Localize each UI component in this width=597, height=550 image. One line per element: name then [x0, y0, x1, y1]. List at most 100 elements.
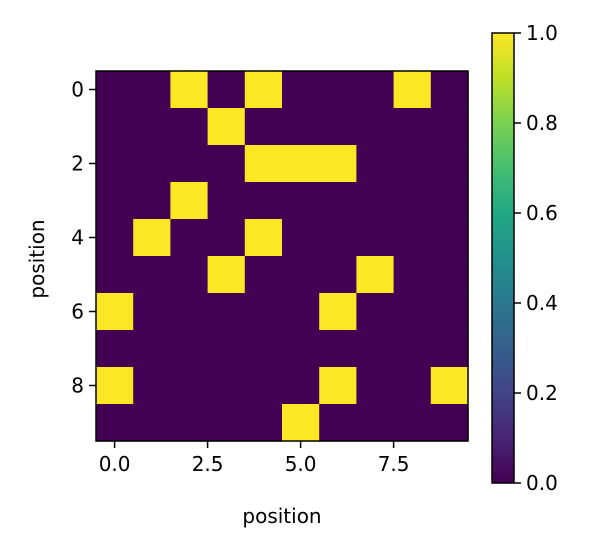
- heatmap-cell: [133, 219, 171, 257]
- colorbar-ticks: 0.0 0.2 0.4 0.6 0.8 1.0: [514, 21, 558, 495]
- heatmap-cell: [170, 404, 209, 442]
- heatmap-cell: [207, 71, 246, 109]
- heatmap-cell: [430, 219, 469, 257]
- heatmap-cell: [430, 256, 469, 294]
- heatmap-cell: [244, 219, 283, 257]
- heatmap-cell: [96, 404, 134, 442]
- heatmap-cell: [244, 182, 283, 220]
- heatmap-cell: [282, 71, 320, 109]
- heatmap-cell: [356, 182, 395, 220]
- heatmap-cell: [133, 71, 171, 109]
- heatmap-cell: [133, 145, 171, 183]
- heatmap-cell: [430, 367, 469, 405]
- heatmap-cell: [207, 145, 246, 183]
- heatmap-cell: [207, 182, 246, 220]
- heatmap-cell: [207, 256, 246, 294]
- heatmap-cell: [170, 367, 209, 405]
- heatmap-cell: [170, 330, 209, 368]
- heatmap-cell: [319, 256, 357, 294]
- heatmap-cell: [319, 367, 357, 405]
- heatmap-cell: [356, 71, 395, 109]
- heatmap-cell: [133, 108, 171, 146]
- heatmap-cell: [170, 219, 209, 257]
- heatmap-cell: [170, 293, 209, 331]
- heatmap-cell: [96, 367, 134, 405]
- colorbar-gradient: [491, 32, 515, 484]
- heatmap-cell: [430, 182, 469, 220]
- y-tick-label: 2: [71, 152, 84, 176]
- heatmap-cell: [393, 367, 432, 405]
- heatmap-cell: [356, 330, 395, 368]
- heatmap-cell: [96, 330, 134, 368]
- y-axis-label: position: [25, 219, 49, 298]
- heatmap-cell: [393, 145, 432, 183]
- colorbar-tick-label: 0.8: [526, 111, 558, 135]
- heatmap-cell: [170, 71, 209, 109]
- heatmap-cell: [207, 404, 246, 442]
- heatmap-cell: [356, 219, 395, 257]
- heatmap-cell: [393, 108, 432, 146]
- colorbar-tick-label: 0.4: [526, 291, 558, 315]
- x-tick-label: 2.5: [192, 452, 224, 476]
- heatmap-cell: [282, 330, 320, 368]
- heatmap-cell: [430, 108, 469, 146]
- heatmap-cell: [319, 330, 357, 368]
- heatmap-cell: [96, 71, 134, 109]
- heatmap-cell: [170, 256, 209, 294]
- heatmap-cell: [96, 293, 134, 331]
- y-tick-label: 0: [71, 78, 84, 102]
- heatmap-cell: [393, 71, 432, 109]
- heatmap-cell: [244, 108, 283, 146]
- heatmap-cell: [96, 219, 134, 257]
- heatmap-cell: [319, 293, 357, 331]
- heatmap-cell: [244, 71, 283, 109]
- x-tick-label: 5.0: [285, 452, 317, 476]
- heatmap-cell: [244, 330, 283, 368]
- heatmap-cell: [207, 293, 246, 331]
- heatmap-cell: [133, 367, 171, 405]
- heatmap-cell: [319, 182, 357, 220]
- heatmap-cell: [282, 367, 320, 405]
- colorbar-tick-label: 1.0: [526, 21, 558, 45]
- y-tick-label: 8: [71, 374, 84, 398]
- heatmap-cell: [133, 293, 171, 331]
- heatmap-cell: [430, 404, 469, 442]
- heatmap-cell: [356, 108, 395, 146]
- heatmap-cell: [170, 145, 209, 183]
- heatmap-cell: [430, 145, 469, 183]
- colorbar-tick-label: 0.6: [526, 201, 558, 225]
- heatmap-cell: [133, 256, 171, 294]
- heatmap-cell: [207, 367, 246, 405]
- heatmap-cell: [393, 256, 432, 294]
- heatmap-cell: [282, 182, 320, 220]
- heatmap-cell: [282, 145, 320, 183]
- heatmap-cell: [356, 404, 395, 442]
- colorbar-tick-label: 0.0: [526, 471, 558, 495]
- heatmap-cell: [430, 293, 469, 331]
- heatmap-cell: [96, 145, 134, 183]
- heatmap-cell: [393, 293, 432, 331]
- heatmap-cell: [319, 145, 357, 183]
- heatmap-cell: [356, 367, 395, 405]
- heatmap-cell: [282, 219, 320, 257]
- heatmap-cell: [244, 404, 283, 442]
- colorbar-tick-label: 0.2: [526, 381, 558, 405]
- heatmap-cell: [207, 108, 246, 146]
- heatmap-cell: [282, 256, 320, 294]
- heatmap-cell: [207, 330, 246, 368]
- heatmap-cell: [356, 256, 395, 294]
- heatmap-cell: [430, 71, 469, 109]
- heatmap-cell: [393, 404, 432, 442]
- heatmap-cell: [282, 293, 320, 331]
- heatmap-cell: [282, 108, 320, 146]
- heatmap-cell: [393, 219, 432, 257]
- heatmap-cell: [393, 182, 432, 220]
- heatmap-cells: [96, 71, 469, 442]
- heatmap-cell: [356, 145, 395, 183]
- heatmap-cell: [133, 404, 171, 442]
- x-tick-label: 0.0: [99, 452, 131, 476]
- heatmap-cell: [133, 330, 171, 368]
- x-tick-label: 7.5: [378, 452, 410, 476]
- y-tick-label: 4: [71, 226, 84, 250]
